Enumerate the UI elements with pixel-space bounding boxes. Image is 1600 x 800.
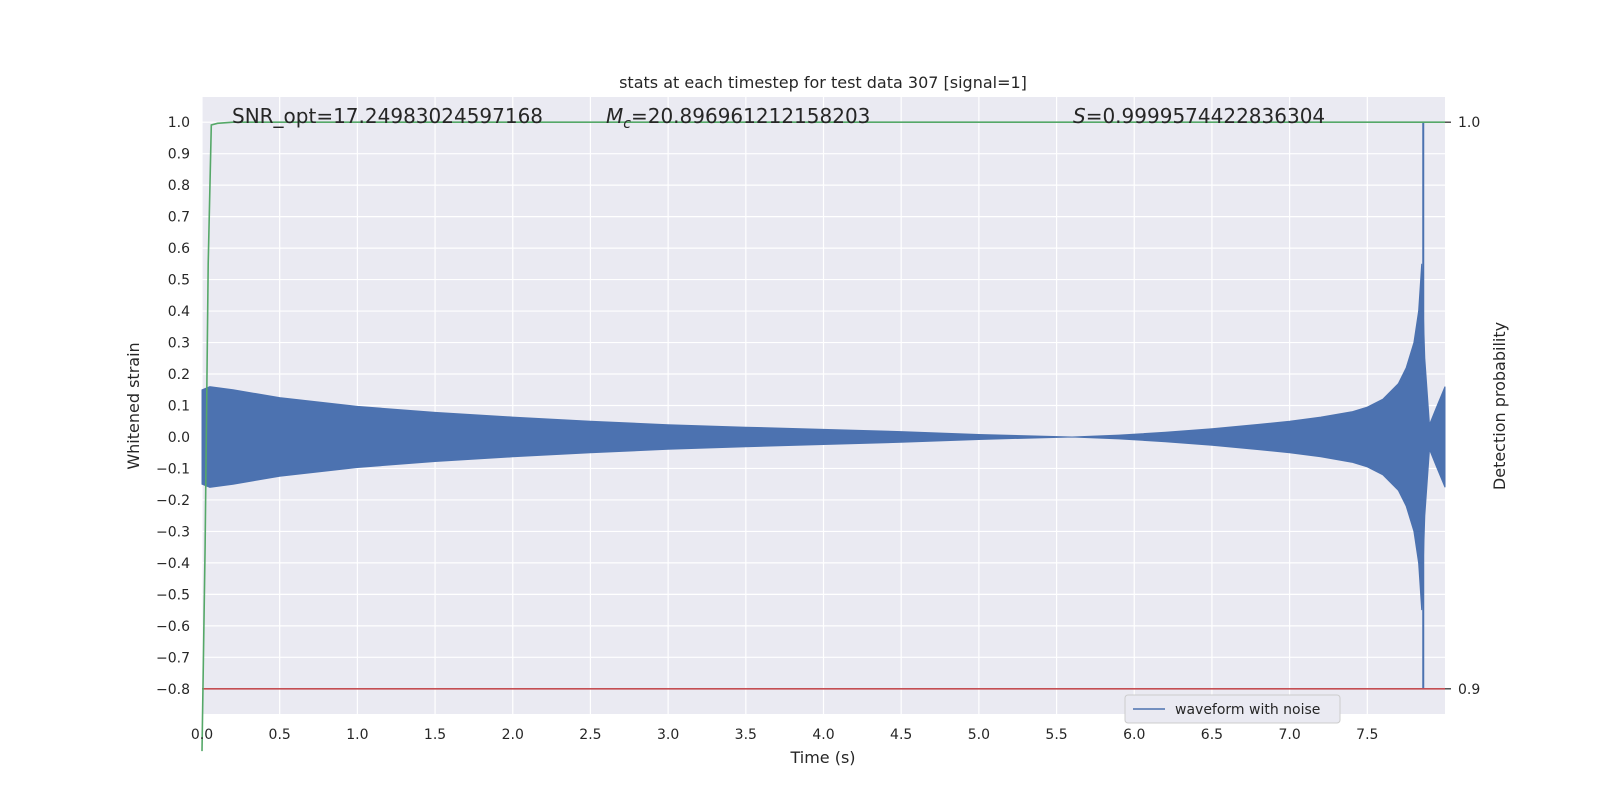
x-tick-label: 7.0 bbox=[1278, 727, 1300, 743]
x-tick-label: 1.0 bbox=[346, 727, 368, 743]
chart-title: stats at each timestep for test data 307… bbox=[619, 73, 1027, 92]
y2-tick-label: 0.9 bbox=[1458, 682, 1480, 698]
x-tick-label: 3.0 bbox=[657, 727, 679, 743]
y-tick-label: 0.9 bbox=[168, 147, 190, 163]
y-tick-label: −0.5 bbox=[156, 587, 190, 603]
legend-box bbox=[1124, 694, 1341, 724]
y-tick-label: −0.8 bbox=[156, 682, 190, 698]
legend-label-waveform: waveform with noise bbox=[1175, 702, 1320, 718]
x-axis-ticks: 0.0 0.5 1.0 1.5 2.0 2.5 3.0 3.5 4.0 4.5 5.0 5.5 6.0 6… bbox=[191, 727, 1379, 743]
x-tick-label: 3.5 bbox=[735, 727, 757, 743]
chirp-mass-value: =20.896961212158203 bbox=[631, 104, 870, 128]
y-tick-label: 1.0 bbox=[168, 115, 190, 131]
series-layer bbox=[201, 121, 1446, 752]
x-tick-label: 1.5 bbox=[424, 727, 446, 743]
y-tick-label: 0.3 bbox=[168, 336, 190, 352]
y-tick-label: 0.1 bbox=[168, 399, 190, 415]
x-tick-label: 2.0 bbox=[502, 727, 524, 743]
x-tick-label: 4.5 bbox=[890, 727, 912, 743]
x-tick-label: 5.0 bbox=[968, 727, 990, 743]
x-tick-label: 6.0 bbox=[1123, 727, 1145, 743]
y2-tick-label: 1.0 bbox=[1458, 115, 1480, 131]
x-tick-label: 2.5 bbox=[579, 727, 601, 743]
y2-axis-label: Detection probability bbox=[1490, 322, 1509, 490]
y-tick-label: −0.3 bbox=[156, 524, 190, 540]
chirp-mass-annotation: Mc=20.896961212158203 bbox=[606, 104, 870, 132]
x-axis-label: Time (s) bbox=[789, 748, 855, 767]
chirp-mass-subscript: c bbox=[623, 116, 631, 132]
legend: waveform with noise bbox=[1124, 694, 1341, 724]
y-tick-label: 0.0 bbox=[168, 430, 190, 446]
y-tick-label: −0.4 bbox=[156, 556, 190, 572]
y-tick-label: 0.7 bbox=[168, 210, 190, 226]
y-tick-label: 0.2 bbox=[168, 367, 190, 383]
y-axis-ticks: 1.0 0.9 0.8 0.7 0.6 0.5 0.4 0.3 0.2 0.1 0.0 −0.1 −0.… bbox=[156, 115, 190, 698]
chirp-mass-symbol: M bbox=[606, 104, 623, 128]
waveform-envelope bbox=[201, 263, 1446, 611]
x-tick-label: 0.0 bbox=[191, 727, 213, 743]
y-tick-label: 0.4 bbox=[168, 304, 190, 320]
x-tick-label: 0.5 bbox=[269, 727, 291, 743]
s-symbol: S bbox=[1073, 104, 1086, 128]
y-axis-label: Whitened strain bbox=[124, 342, 143, 469]
y-tick-label: −0.2 bbox=[156, 493, 190, 509]
s-value: =0.9999574422836304 bbox=[1086, 104, 1325, 128]
y2-axis-ticks: 1.0 0.9 bbox=[1445, 115, 1480, 698]
x-tick-label: 7.5 bbox=[1356, 727, 1378, 743]
y-tick-label: 0.8 bbox=[168, 178, 190, 194]
s-annotation: S=0.9999574422836304 bbox=[1073, 104, 1325, 128]
snr-annotation: SNR_opt=17.24983024597168 bbox=[232, 104, 543, 128]
detection-probability-line bbox=[201, 121, 1445, 752]
y-tick-label: 0.5 bbox=[168, 273, 190, 289]
x-tick-label: 5.5 bbox=[1045, 727, 1067, 743]
y-tick-label: 0.6 bbox=[168, 241, 190, 257]
x-tick-label: 4.0 bbox=[812, 727, 834, 743]
y-tick-label: −0.1 bbox=[156, 461, 190, 477]
y-tick-label: −0.6 bbox=[156, 619, 190, 635]
x-tick-label: 6.5 bbox=[1201, 727, 1223, 743]
y-tick-label: −0.7 bbox=[156, 650, 190, 666]
